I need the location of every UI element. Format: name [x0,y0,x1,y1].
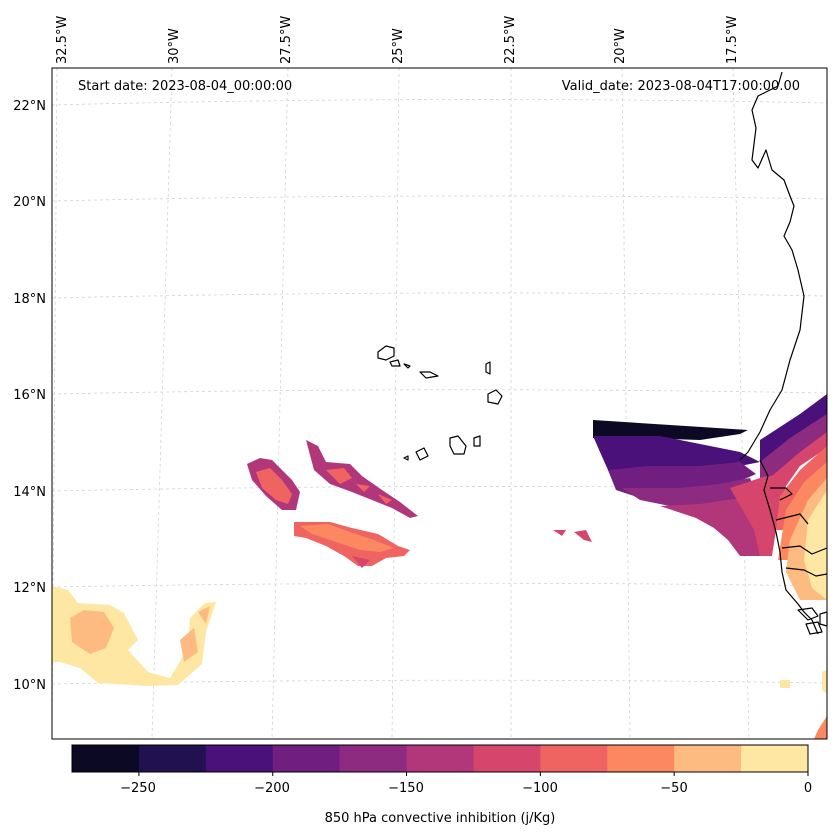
contour-speck-2 [574,530,592,542]
colorbar-tick-label: −50 [660,781,687,796]
colorbar-tick-label: −150 [388,781,424,796]
colorbar-tick-label: −100 [522,781,558,796]
colorbar [71,744,809,776]
contour-se-pale-2 [822,670,827,694]
contour-coast-magenta [760,414,827,478]
colorbar-segment [473,745,541,772]
contour-patch-3-dark [352,556,370,568]
colorbar-tick-label: −200 [254,781,290,796]
contour-patch-1-inner [256,468,292,504]
contour-se-orange [814,716,827,739]
lat-label: 10°N [13,678,46,693]
colorbar-segment [72,745,140,772]
lat-label: 18°N [13,292,46,307]
colorbar-segment [741,745,809,772]
contour-coast-purple [760,394,827,462]
colorbar-tick-label: 0 [804,781,812,796]
colorbar-segment [339,745,408,772]
contour-speck-1 [553,530,566,536]
contour-patch-3-lighter [300,524,394,552]
contour-coast-orange [778,462,827,560]
colorbar-ticks: −250 −200 −150 −100 −50 0 [120,781,812,796]
colorbar-label: 850 hPa convective inhibition (j/Kg) [325,811,556,826]
lat-label: 16°N [13,388,46,403]
lon-label: 22.5°W [503,16,518,64]
colorbar-segment [406,745,474,772]
map-frame [51,67,828,740]
colorbar-frame [71,744,809,773]
colorbar-segment [138,745,207,772]
colorbar-segment [540,745,608,772]
colorbar-segment [607,745,675,772]
contour-east-red [660,498,760,556]
lon-label: 30°W [167,28,182,64]
coastlines [377,71,828,635]
contour-patch-2 [306,440,418,518]
map-background [52,68,827,739]
lat-label: 22°N [13,99,46,114]
lon-labels: 32.5°W 30°W 27.5°W 25°W 22.5°W 20°W 17.5… [55,16,740,64]
colorbar-segment [272,745,341,772]
contour-east-coral [730,474,782,556]
contour-patch-2-inner [326,468,392,504]
colorbar-tick-label: −250 [120,781,156,796]
contour-coast-red [772,432,827,500]
start-date-label: Start date: 2023-08-04_00:00:00 [78,79,292,94]
valid-date-label: Valid_date: 2023-08-04T17:00:00.00 [562,79,800,94]
lat-labels: 22°N 20°N 18°N 16°N 14°N 12°N 10°N [13,99,46,693]
lon-label: 32.5°W [55,16,70,64]
lat-label: 20°N [13,195,46,210]
lat-label: 12°N [13,581,46,596]
colorbar-segment [205,745,274,772]
colorbar-segment [674,745,742,772]
lat-label: 14°N [13,485,46,500]
contour-sw-orange [70,606,210,662]
contour-east-darkest [593,420,748,440]
contour-se-pale-1 [780,680,790,688]
lon-label: 25°W [391,28,406,64]
lon-label: 17.5°W [725,16,740,64]
lon-label: 27.5°W [279,16,294,64]
lon-label: 20°W [613,28,628,64]
